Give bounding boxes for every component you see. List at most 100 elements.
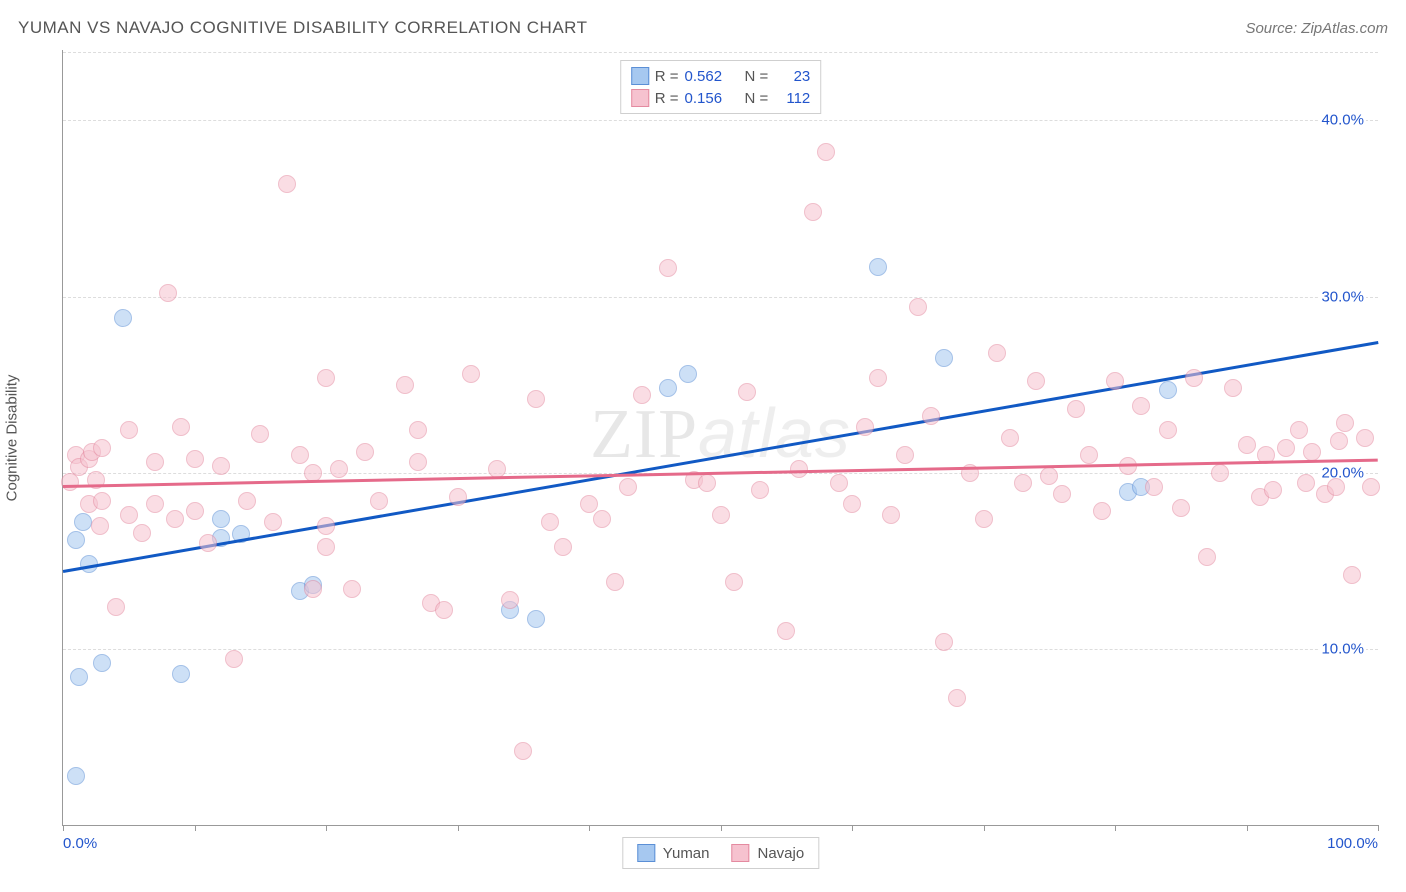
swatch-yuman bbox=[631, 67, 649, 85]
data-point-navajo bbox=[1290, 421, 1308, 439]
data-point-navajo bbox=[1001, 429, 1019, 447]
data-point-navajo bbox=[1277, 439, 1295, 457]
data-point-navajo bbox=[1264, 481, 1282, 499]
data-point-navajo bbox=[856, 418, 874, 436]
data-point-navajo bbox=[91, 517, 109, 535]
data-point-navajo bbox=[225, 650, 243, 668]
data-point-navajo bbox=[922, 407, 940, 425]
data-point-navajo bbox=[541, 513, 559, 531]
n-value-yuman: 23 bbox=[774, 68, 810, 85]
data-point-navajo bbox=[501, 591, 519, 609]
data-point-navajo bbox=[1238, 436, 1256, 454]
data-point-navajo bbox=[264, 513, 282, 531]
data-point-navajo bbox=[317, 369, 335, 387]
xtick-label: 100.0% bbox=[1327, 835, 1378, 852]
n-label: N = bbox=[745, 90, 769, 107]
data-point-navajo bbox=[356, 443, 374, 461]
legend-label-yuman: Yuman bbox=[663, 845, 710, 862]
data-point-navajo bbox=[1211, 464, 1229, 482]
data-point-navajo bbox=[1336, 414, 1354, 432]
data-point-navajo bbox=[777, 622, 795, 640]
data-point-navajo bbox=[554, 538, 572, 556]
data-point-navajo bbox=[186, 502, 204, 520]
data-point-navajo bbox=[449, 488, 467, 506]
data-point-yuman bbox=[93, 654, 111, 672]
data-point-navajo bbox=[317, 538, 335, 556]
data-point-navajo bbox=[370, 492, 388, 510]
xtick bbox=[721, 825, 722, 831]
data-point-yuman bbox=[67, 767, 85, 785]
data-point-navajo bbox=[1053, 485, 1071, 503]
gridline bbox=[63, 120, 1378, 121]
xtick-label: 0.0% bbox=[63, 835, 97, 852]
xtick bbox=[195, 825, 196, 831]
trendline-yuman bbox=[63, 341, 1378, 572]
ytick-label: 40.0% bbox=[1319, 112, 1366, 129]
swatch-navajo bbox=[631, 89, 649, 107]
data-point-navajo bbox=[133, 524, 151, 542]
data-point-navajo bbox=[1132, 397, 1150, 415]
data-point-navajo bbox=[698, 474, 716, 492]
data-point-navajo bbox=[146, 495, 164, 513]
legend-row-yuman: R = 0.562 N = 23 bbox=[627, 65, 815, 87]
chart-header: YUMAN VS NAVAJO COGNITIVE DISABILITY COR… bbox=[18, 18, 1388, 38]
data-point-navajo bbox=[1014, 474, 1032, 492]
data-point-navajo bbox=[212, 457, 230, 475]
data-point-navajo bbox=[1093, 502, 1111, 520]
data-point-navajo bbox=[1330, 432, 1348, 450]
data-point-navajo bbox=[1172, 499, 1190, 517]
legend-item-yuman: Yuman bbox=[637, 844, 710, 862]
data-point-navajo bbox=[462, 365, 480, 383]
n-label: N = bbox=[745, 68, 769, 85]
data-point-yuman bbox=[659, 379, 677, 397]
data-point-navajo bbox=[514, 742, 532, 760]
data-point-navajo bbox=[343, 580, 361, 598]
data-point-yuman bbox=[74, 513, 92, 531]
data-point-navajo bbox=[725, 573, 743, 591]
data-point-navajo bbox=[396, 376, 414, 394]
data-point-navajo bbox=[1027, 372, 1045, 390]
data-point-navajo bbox=[843, 495, 861, 513]
data-point-navajo bbox=[817, 143, 835, 161]
data-point-navajo bbox=[882, 506, 900, 524]
data-point-navajo bbox=[1198, 548, 1216, 566]
legend-row-navajo: R = 0.156 N = 112 bbox=[627, 87, 815, 109]
data-point-navajo bbox=[1040, 467, 1058, 485]
data-point-navajo bbox=[304, 580, 322, 598]
legend-correlation: R = 0.562 N = 23 R = 0.156 N = 112 bbox=[620, 60, 822, 114]
data-point-navajo bbox=[278, 175, 296, 193]
gridline bbox=[63, 297, 1378, 298]
data-point-navajo bbox=[1356, 429, 1374, 447]
ytick-label: 20.0% bbox=[1319, 464, 1366, 481]
ytick-label: 10.0% bbox=[1319, 640, 1366, 657]
data-point-navajo bbox=[1297, 474, 1315, 492]
data-point-navajo bbox=[1327, 478, 1345, 496]
data-point-navajo bbox=[659, 259, 677, 277]
data-point-navajo bbox=[1303, 443, 1321, 461]
gridline bbox=[63, 52, 1378, 53]
xtick bbox=[63, 825, 64, 831]
data-point-navajo bbox=[804, 203, 822, 221]
xtick bbox=[326, 825, 327, 831]
data-point-yuman bbox=[869, 258, 887, 276]
data-point-navajo bbox=[619, 478, 637, 496]
n-value-navajo: 112 bbox=[774, 90, 810, 107]
data-point-navajo bbox=[199, 534, 217, 552]
data-point-navajo bbox=[172, 418, 190, 436]
data-point-navajo bbox=[409, 453, 427, 471]
swatch-navajo bbox=[732, 844, 750, 862]
watermark: ZIPatlas bbox=[590, 392, 851, 474]
r-value-navajo: 0.156 bbox=[685, 90, 739, 107]
data-point-navajo bbox=[593, 510, 611, 528]
data-point-navajo bbox=[120, 506, 138, 524]
data-point-yuman bbox=[212, 510, 230, 528]
data-point-navajo bbox=[330, 460, 348, 478]
data-point-navajo bbox=[975, 510, 993, 528]
data-point-navajo bbox=[909, 298, 927, 316]
data-point-navajo bbox=[186, 450, 204, 468]
r-label: R = bbox=[655, 90, 679, 107]
swatch-yuman bbox=[637, 844, 655, 862]
gridline bbox=[63, 649, 1378, 650]
data-point-yuman bbox=[679, 365, 697, 383]
legend-item-navajo: Navajo bbox=[732, 844, 805, 862]
